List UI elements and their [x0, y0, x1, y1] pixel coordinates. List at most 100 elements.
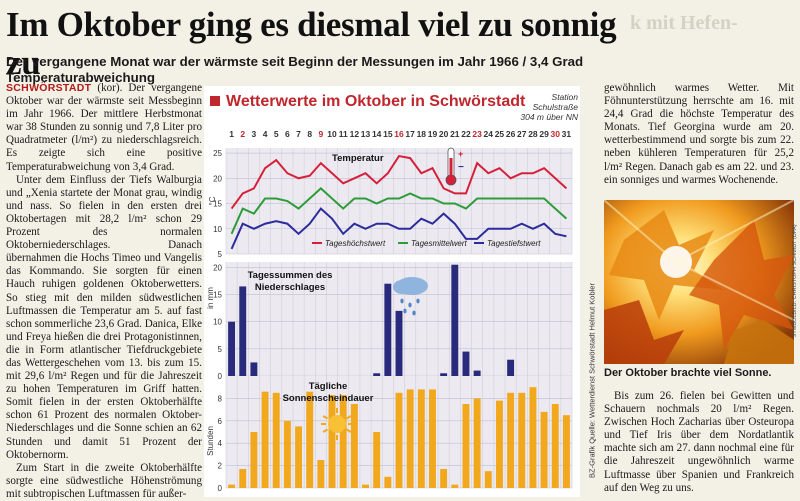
day-label: 26 — [506, 129, 516, 139]
precipitation-bar — [239, 286, 247, 376]
day-label: 10 — [327, 129, 337, 139]
cloud-part — [393, 280, 411, 294]
sunshine-bar — [373, 432, 381, 488]
adjacent-article-headline: k mit Hefen- — [630, 12, 738, 34]
sunshine-bar — [306, 391, 314, 488]
sunshine-bar — [507, 392, 515, 488]
day-label: 31 — [562, 129, 572, 139]
y-tick-label: 5 — [218, 345, 223, 354]
legend-label: Tageshöchstwert — [325, 239, 386, 248]
raindrop-icon — [412, 310, 416, 316]
station-street: Schulstraße — [532, 102, 578, 112]
paragraph-4: gewöhnlich warmes Wetter. Mit Föhnunters… — [604, 82, 794, 186]
graphic-title: Wetterwerte im Oktober in Schwörstadt — [210, 93, 525, 111]
day-label: 2 — [240, 129, 245, 139]
weather-chart: 1 2 3 4 5 6 7 8 9 10 11 12 13 14 15 16 17 18 19 20 21 22 23 24 2… — [206, 129, 573, 493]
series-line-Tagesmittelwert — [230, 187, 568, 235]
sun-ray — [328, 409, 333, 415]
paragraph-3: Zum Start in die zweite Oktoberhälfte so… — [6, 461, 202, 500]
day-label: 15 — [383, 129, 393, 139]
precipitation-bar — [395, 310, 403, 376]
headline: Im Oktober ging es diesmal viel zu sonni… — [6, 5, 617, 82]
sunshine-bar — [295, 426, 303, 488]
legend-label: Tagestiefstwert — [487, 239, 541, 248]
panel-title: Temperatur — [332, 153, 384, 164]
paragraph-5: Bis zum 26. fielen bei Gewitten und Scha… — [604, 390, 794, 494]
article-column-3: gewöhnlich warmes Wetter. Mit Föhnunters… — [604, 82, 794, 187]
day-label: 11 — [339, 129, 348, 139]
panel-title: Tagessummen des — [248, 270, 333, 281]
photo-credit-text: SYMBOLBILD: CHRISTOPH SCHMIDT (DPA) — [792, 224, 798, 338]
raindrop-icon — [400, 298, 404, 304]
series-line-Tageshöchstwert — [230, 154, 568, 210]
sun-ray — [341, 409, 346, 415]
y-tick-label: 8 — [218, 394, 223, 403]
y-tick-label: 0 — [218, 372, 223, 381]
article-column-1: SCHWÖRSTADT (kor). Der vergangene Oktobe… — [6, 82, 202, 501]
legend-label: Tagesmittelwert — [411, 239, 468, 248]
graphic-credit: BZ-Grafik Quelle: Wetterdienst Schwörsta… — [582, 283, 597, 486]
station-altitude: 304 m über NN — [520, 112, 578, 122]
weather-graphic: Wetterwerte im Oktober in Schwörstadt St… — [204, 86, 580, 497]
y-tick-label: 5 — [218, 250, 223, 259]
sun-ray — [328, 433, 333, 439]
sun-ray — [322, 415, 328, 420]
precipitation-bar — [384, 283, 392, 376]
day-label: 12 — [350, 129, 360, 139]
y-tick-label: 0 — [218, 484, 223, 493]
day-label: 14 — [372, 129, 382, 139]
day-label: 21 — [450, 129, 460, 139]
day-label: 18 — [417, 129, 427, 139]
paragraph-1: SCHWÖRSTADT (kor). Der vergangene Oktobe… — [6, 82, 202, 174]
sun-icon — [328, 415, 346, 433]
precipitation-bar — [228, 321, 236, 376]
day-label: 24 — [484, 129, 494, 139]
sunshine-bar — [228, 484, 236, 488]
sunshine-bar — [317, 460, 325, 488]
sunshine-bar — [551, 404, 559, 488]
day-label: 1 — [229, 129, 234, 139]
y-tick-label: 4 — [218, 439, 223, 448]
sunshine-bar — [272, 392, 280, 488]
day-label: 25 — [495, 129, 505, 139]
day-label: 17 — [405, 129, 415, 139]
day-label: 20 — [439, 129, 449, 139]
precipitation-bar — [473, 370, 481, 376]
series-line-Tagestiefstwert — [230, 207, 567, 250]
station-label: Station — [551, 92, 578, 102]
sunshine-bar — [406, 389, 414, 488]
y-axis-label: Stunden — [206, 426, 215, 456]
sunshine-bar — [429, 389, 436, 488]
thermometer-fill-icon — [449, 158, 453, 178]
sunshine-bar — [529, 387, 537, 488]
sunshine-bar — [562, 415, 570, 488]
sunshine-bar — [451, 484, 459, 488]
y-tick-label: 6 — [218, 417, 223, 426]
panel-title: Sonnenscheindauer — [283, 393, 374, 404]
precipitation-bar — [507, 359, 515, 376]
day-label: 22 — [461, 129, 471, 139]
sunshine-bar — [350, 404, 358, 488]
day-label: 3 — [252, 129, 257, 139]
y-tick-label: 25 — [213, 149, 222, 158]
autumn-leaves-image — [604, 200, 794, 364]
day-label: 5 — [274, 129, 279, 139]
sunshine-bar — [540, 411, 548, 488]
day-label: 6 — [285, 129, 290, 139]
y-tick-label: 20 — [213, 263, 222, 272]
paragraph-2: Unter dem Einfluss der Tiefs Walburgia u… — [6, 173, 202, 461]
sunshine-bar — [362, 484, 369, 488]
y-tick-label: 10 — [213, 225, 222, 234]
sunshine-bar — [339, 395, 347, 488]
minus-icon: − — [458, 162, 464, 173]
sunshine-bar — [239, 468, 247, 488]
sunshine-bar — [440, 468, 448, 488]
sunshine-bar — [473, 398, 481, 488]
sunshine-bar — [250, 432, 258, 488]
day-label: 23 — [472, 129, 482, 139]
day-label: 8 — [307, 129, 312, 139]
day-label: 30 — [551, 129, 561, 139]
y-tick-label: 15 — [213, 200, 222, 209]
precipitation-bar — [440, 373, 448, 376]
day-label: 4 — [263, 129, 268, 139]
